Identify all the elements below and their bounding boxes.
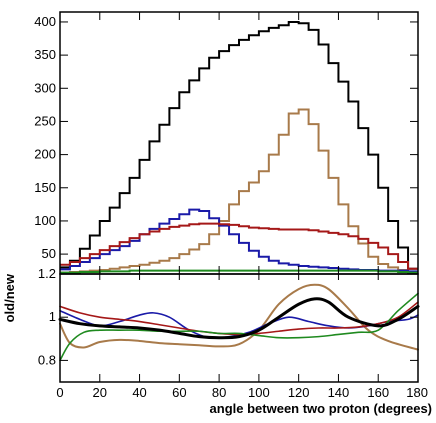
ratio-y-tick-label: 1 bbox=[49, 309, 56, 324]
ratio-panel: 0.8 1 1.2 0 20 40 60 80 100 120 140 160 180 bbox=[38, 266, 428, 400]
histogram-series-3 bbox=[60, 222, 418, 270]
ratio-y-tick-label: 1.2 bbox=[38, 266, 56, 281]
ratio-x-tick-label: 0 bbox=[56, 385, 63, 400]
histogram-y-tick-label: 300 bbox=[34, 80, 56, 95]
ratio-series-3 bbox=[59, 301, 419, 336]
histogram-y-tick-label: 100 bbox=[34, 213, 56, 228]
ratio-x-tick-label: 80 bbox=[212, 385, 226, 400]
ratio-x-tick-label: 140 bbox=[328, 385, 350, 400]
histogram-y-tick-label: 250 bbox=[34, 113, 56, 128]
ratio-y-axis-label: old/new bbox=[2, 273, 17, 322]
ratio-series-group bbox=[58, 283, 420, 362]
ratio-x-tick-label: 40 bbox=[132, 385, 146, 400]
ratio-series-4 bbox=[59, 292, 419, 362]
ratio-x-tick-label: 100 bbox=[248, 385, 270, 400]
ratio-x-tick-label: 20 bbox=[93, 385, 107, 400]
histogram-series-1 bbox=[60, 108, 418, 274]
ratio-x-tick-label: 180 bbox=[406, 385, 428, 400]
histogram-y-tick-label: 400 bbox=[34, 14, 56, 29]
histogram-series-group bbox=[60, 20, 418, 274]
histogram-y-tick-label: 50 bbox=[42, 246, 56, 261]
ratio-series-1 bbox=[59, 283, 419, 351]
ratio-series-0 bbox=[58, 297, 420, 340]
histogram-series-2 bbox=[60, 208, 418, 273]
ratio-x-tick-label: 120 bbox=[288, 385, 310, 400]
histogram-y-tick-label: 350 bbox=[34, 47, 56, 62]
x-axis-label: angle between two proton (degrees) bbox=[210, 401, 432, 416]
ratio-frame bbox=[59, 273, 419, 383]
ratio-ticks: 0.8 1 1.2 0 20 40 60 80 100 120 140 160 180 bbox=[38, 266, 428, 400]
histogram-ticks: 50 100 150 200 250 300 350 400 bbox=[34, 12, 419, 274]
histogram-y-tick-label: 150 bbox=[34, 180, 56, 195]
ratio-x-tick-label: 160 bbox=[367, 385, 389, 400]
ratio-x-tick-label: 60 bbox=[172, 385, 186, 400]
histogram-y-tick-label: 200 bbox=[34, 147, 56, 162]
ratio-y-tick-label: 0.8 bbox=[38, 352, 56, 367]
histogram-series-0 bbox=[60, 20, 418, 270]
